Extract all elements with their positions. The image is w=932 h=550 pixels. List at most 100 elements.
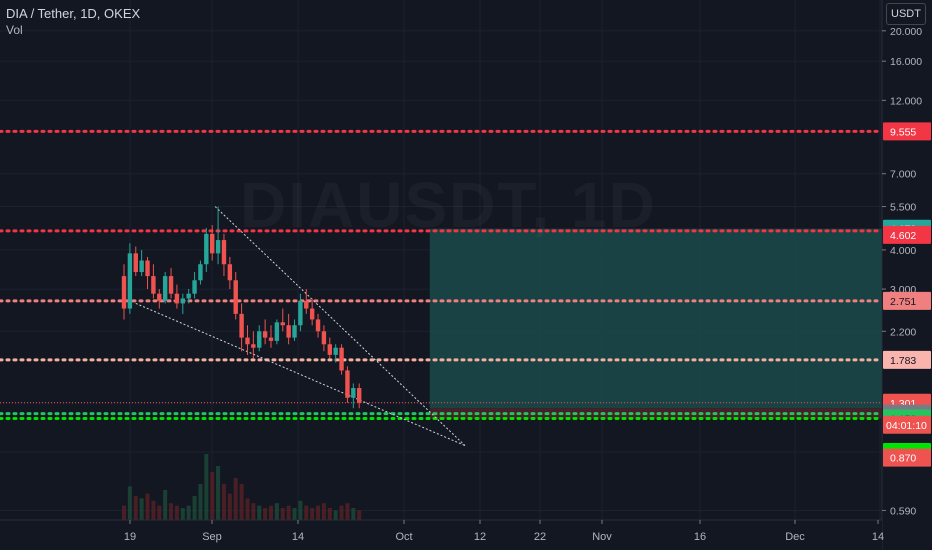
candle-body (162, 276, 168, 301)
candle-body (327, 344, 332, 355)
candle (298, 293, 303, 332)
candle (268, 325, 274, 348)
candle (233, 272, 238, 320)
symbol-title[interactable]: DIA / Tether, 1D, OKEX (6, 6, 141, 21)
candle (157, 289, 162, 309)
candle-body (262, 331, 268, 338)
volume-bar (316, 505, 321, 520)
volume-bar (304, 505, 309, 520)
target-zone (429, 228, 882, 409)
volume-bar (122, 505, 126, 520)
candle-body (192, 280, 197, 294)
candle (239, 303, 244, 352)
candle (321, 325, 327, 352)
price-tag-label: 2.751 (890, 296, 916, 308)
y-tick-label: 5.500 (890, 202, 916, 214)
y-tick-label: 9.555 (890, 126, 916, 138)
volume-bar (274, 503, 279, 520)
volume-bar (239, 484, 244, 520)
volume-bar (198, 484, 203, 520)
volume-bar (298, 500, 303, 520)
candle-body (233, 280, 238, 314)
candle (180, 293, 185, 314)
y-tick-label: 12.000 (890, 95, 922, 107)
y-tick-label: 2.200 (890, 326, 916, 338)
candle-body (157, 293, 162, 301)
volume-bar (186, 505, 191, 520)
x-tick-label: Sep (202, 531, 222, 543)
volume-bar (245, 498, 250, 520)
candle (339, 344, 344, 375)
volume-bar (286, 505, 291, 520)
volume-bar (292, 508, 297, 520)
candle (251, 331, 256, 359)
symbol-watermark: DIAUSDT, 1D (240, 168, 657, 242)
price-tag-label: 0.870 (890, 453, 916, 465)
volume-bar (163, 490, 168, 520)
candle (315, 313, 321, 338)
time-axis-background (0, 520, 882, 550)
candle-body (168, 276, 174, 294)
candle (333, 344, 338, 363)
candle (327, 337, 332, 359)
volume-bar (251, 503, 256, 520)
volume-bar (321, 503, 326, 520)
candle (139, 249, 144, 277)
volume-bar (210, 472, 215, 520)
candle (345, 366, 350, 403)
volume-indicator-label[interactable]: Vol (6, 23, 23, 37)
candle (186, 289, 191, 304)
currency-button[interactable]: USDT (886, 3, 926, 25)
x-tick-label: 19 (124, 531, 136, 543)
candle (121, 264, 127, 320)
candle-body (292, 325, 297, 338)
candle-body (133, 253, 138, 273)
volume-bar (157, 505, 162, 520)
y-tick-label: 0.590 (890, 505, 916, 517)
volume-bar (204, 454, 209, 520)
stop-zone (429, 408, 882, 419)
candle-body (227, 264, 233, 281)
countdown-label: 04:01:10 (886, 420, 927, 432)
candle-body (357, 388, 362, 403)
volume-bar (233, 478, 238, 520)
candle-body (139, 260, 144, 273)
volume-bar (357, 510, 362, 520)
x-tick-label: 14 (872, 531, 884, 543)
chart-header: DIA / Tether, 1D, OKEX Vol (6, 6, 140, 37)
x-tick-label: Oct (395, 531, 412, 543)
volume-bar (180, 508, 185, 520)
candle-body (174, 293, 180, 304)
volume-bar (127, 486, 132, 520)
price-tag (883, 350, 931, 369)
candle (192, 272, 197, 299)
candle (151, 264, 156, 299)
candle (227, 256, 233, 290)
y-tick-label: 7.000 (890, 169, 916, 181)
volume-bar (192, 496, 197, 520)
volume-bar (345, 503, 350, 520)
x-tick-label: Dec (785, 531, 805, 543)
candle-body (315, 319, 321, 332)
candle (245, 325, 250, 355)
candle (351, 383, 356, 409)
volume-bar (310, 508, 315, 520)
candle (309, 298, 315, 326)
candle-body (221, 240, 227, 265)
candle-body (151, 276, 156, 294)
volume-bar (227, 493, 232, 520)
candle-body (204, 233, 209, 265)
candle-body (186, 293, 191, 299)
candle-body (239, 313, 244, 338)
candle (357, 383, 362, 409)
candle (286, 313, 291, 345)
candle (215, 206, 221, 265)
y-tick-label: 20.000 (890, 26, 922, 38)
candle (274, 319, 280, 345)
x-tick-label: 12 (474, 531, 486, 543)
candle-body (333, 347, 338, 355)
volume-bar (263, 508, 268, 520)
candle-body (215, 240, 221, 254)
volume-bar (351, 508, 356, 520)
